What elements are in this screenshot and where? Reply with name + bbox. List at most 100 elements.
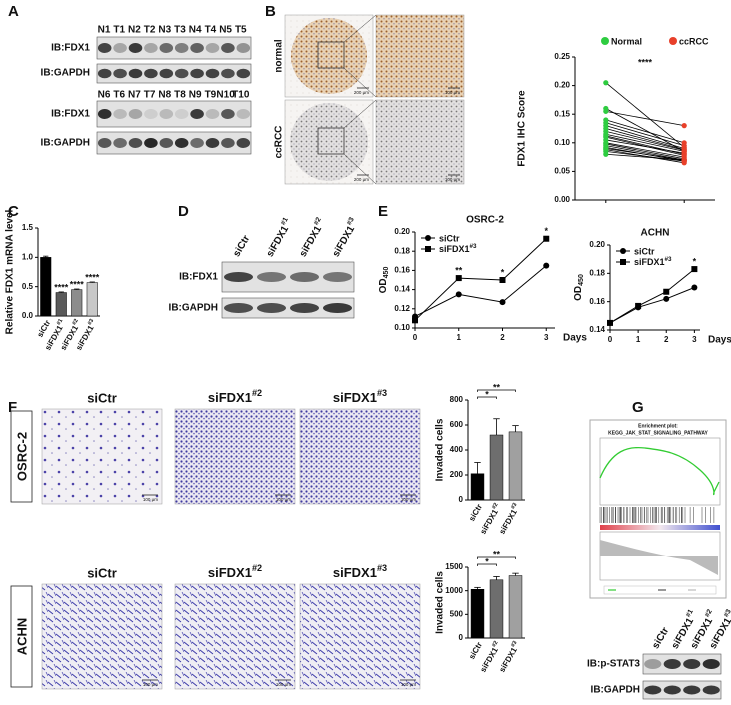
band (159, 43, 174, 53)
lane-label: N9 (189, 90, 202, 101)
band (702, 659, 720, 669)
significance: * (485, 389, 489, 399)
marker (412, 317, 418, 324)
legend-label: Normal (611, 36, 642, 46)
zoom-line (343, 67, 377, 98)
band (683, 685, 701, 695)
chart-title: OSRC-2 (466, 215, 504, 226)
point (603, 80, 609, 86)
label-part: #2 (704, 608, 714, 618)
label-part: #3 (665, 256, 673, 263)
band (190, 43, 204, 53)
band (236, 68, 251, 79)
y-tick-label: 0.20 (554, 81, 570, 90)
y-tick-label: 0.16 (394, 266, 410, 275)
gene-set-name: KEGG_JAK_STAT_SIGNALING_PATHWAY (608, 430, 708, 436)
column-label: siCtr (87, 565, 117, 580)
marker (607, 319, 613, 326)
marker (543, 262, 550, 269)
legend-marker (425, 246, 431, 252)
y-tick-label: 0.14 (589, 325, 605, 334)
y-tick-label: 0.12 (394, 304, 410, 313)
x-tick-label: 2 (664, 335, 669, 344)
bar (470, 473, 485, 501)
column-label: siFDX1#3 (333, 563, 387, 580)
band (190, 109, 204, 119)
band (663, 659, 681, 669)
bar (489, 434, 504, 501)
significance: * (485, 556, 489, 566)
label-part: #3 (87, 318, 95, 326)
panel-letter: C (8, 203, 19, 220)
y-tick-label: 1.5 (22, 223, 34, 232)
lane-label: N10 (216, 90, 235, 101)
scale-bar-label: 200 μm (354, 177, 369, 182)
label-part: #3 (511, 640, 519, 648)
point (681, 157, 687, 163)
band (144, 43, 158, 53)
significance: * (544, 226, 548, 236)
band (256, 272, 287, 282)
point (603, 151, 609, 157)
legend-marker (620, 259, 626, 265)
y-tick-label: 600 (450, 420, 464, 429)
band (663, 685, 681, 695)
x-tick-label: 0 (608, 335, 613, 344)
legend-label: siFDX1#3 (634, 256, 672, 267)
panel-letter: G (632, 399, 644, 416)
legend-marker (620, 248, 626, 254)
x-tick-label: 1 (636, 335, 641, 344)
pair-link (605, 130, 685, 151)
legend-label: siFDX1#3 (439, 243, 477, 254)
lane-label: T5 (235, 25, 247, 36)
pair-link (605, 139, 685, 154)
band (159, 138, 174, 148)
significance-bracket (477, 396, 497, 399)
y-tick-label: 0.0 (22, 311, 34, 320)
marker (663, 288, 670, 295)
band (144, 68, 158, 79)
x-tick-label: 0 (413, 333, 418, 342)
band (113, 43, 127, 53)
legend-label: ccRCC (679, 36, 709, 46)
band (223, 272, 254, 282)
lane-label: T10 (232, 90, 250, 101)
lane-label: T1 (113, 25, 125, 36)
y-axis-label: Relative FDX1 mRNA level (5, 209, 16, 334)
point (681, 150, 687, 156)
zoom-line (343, 153, 377, 185)
marker (663, 295, 670, 302)
micrograph (41, 408, 163, 505)
significance: * (501, 267, 505, 277)
band (221, 109, 235, 119)
lane-label: T8 (174, 90, 186, 101)
y-tick-label: 0.10 (554, 138, 570, 147)
band (205, 43, 220, 53)
band (174, 138, 189, 148)
label-part: #1 (685, 608, 695, 618)
lane-label: N1 (98, 25, 111, 36)
y-tick-label: 500 (450, 609, 464, 618)
marker (499, 277, 506, 283)
band (289, 272, 320, 282)
y-tick-label: 0.18 (589, 268, 605, 277)
scale-bar-label: 100 μm (445, 177, 460, 182)
x-axis-label: Days (563, 333, 587, 344)
pair-link (605, 143, 685, 160)
row-label: ACHN (14, 618, 29, 656)
y-tick-label: 0.16 (589, 297, 605, 306)
band (683, 659, 701, 669)
label-part: #3 (377, 388, 387, 398)
pair-link (605, 148, 685, 161)
y-tick-label: 0.10 (394, 323, 410, 332)
label-part: 450 (383, 267, 390, 279)
y-tick-label: 0.18 (394, 246, 410, 255)
label-part: #1 (56, 318, 64, 326)
label-part: siFDX1 (208, 565, 252, 580)
band (97, 68, 112, 79)
enrichment-plot: Enrichment plot: KEGG_JAK_STAT_SIGNALING… (589, 419, 727, 599)
pair-link (605, 133, 685, 152)
series-line (414, 265, 547, 317)
band (190, 68, 204, 79)
y-tick-label: 0.00 (554, 195, 570, 204)
